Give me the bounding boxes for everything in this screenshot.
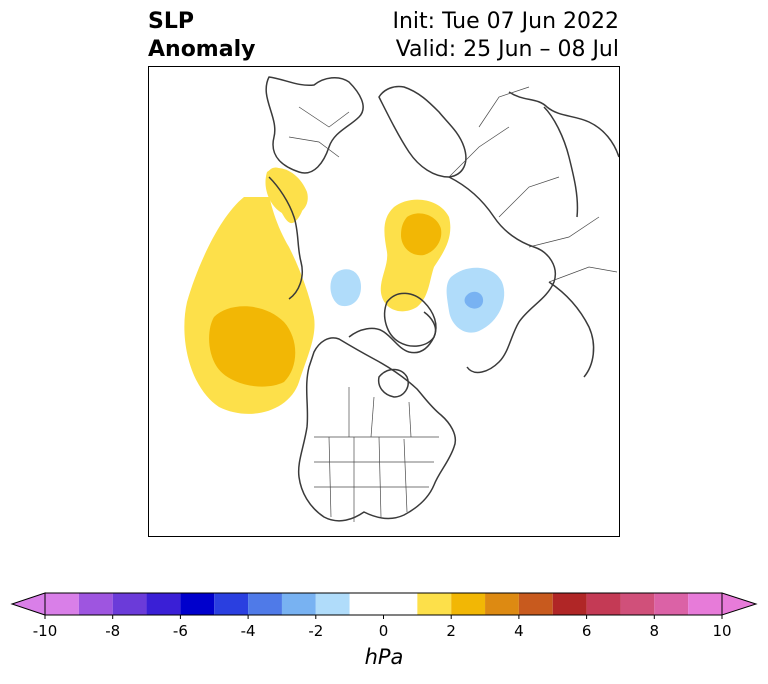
title-variable-line2: Anomaly (148, 37, 256, 62)
border-asia-2 (548, 266, 618, 283)
map-canvas (184, 76, 619, 522)
border-us-states-1 (328, 436, 332, 518)
coastlines (265, 76, 619, 522)
title-variable: SLP Anomaly (148, 8, 255, 64)
coast-alaska (268, 176, 303, 300)
border-europe-1 (298, 106, 350, 128)
colorbar-bin (315, 593, 350, 615)
coast-north-america (297, 337, 456, 522)
colorbar-bin (688, 593, 722, 615)
anomaly-siberia-neg2 (464, 291, 484, 309)
anomaly-shading (184, 167, 505, 414)
colorbar-tick-label: -4 (240, 622, 256, 640)
colorbar-extend-low (10, 592, 46, 616)
colorbar-bin (112, 593, 147, 615)
anomaly-pacific-pos2 (209, 306, 296, 387)
anomaly-barents-pos2 (401, 213, 442, 256)
colorbar-tick-label: 8 (649, 622, 660, 640)
init-date-label: Init: Tue 07 Jun 2022 (392, 9, 620, 34)
colorbar (10, 592, 758, 619)
coast-canadian-arctic (348, 311, 437, 354)
border-europe-2 (288, 136, 340, 158)
colorbar-tick-label: 0 (378, 622, 389, 640)
colorbar-ticks: -10 -8 -6 -4 -2 0 2 4 6 8 10 (0, 622, 768, 646)
anomaly-atlantic-neg1 (330, 269, 361, 307)
colorbar-bin (620, 593, 655, 615)
colorbar-bin (485, 593, 519, 615)
colorbar-bin (586, 593, 621, 615)
anomaly-alaska-pos1 (265, 168, 308, 216)
colorbar-tick-label: -2 (308, 622, 324, 640)
colorbar-bin (146, 593, 181, 615)
title-variable-line1: SLP (148, 9, 194, 34)
colorbar-units-label: hPa (364, 645, 404, 669)
coast-russia (448, 176, 556, 374)
colorbar-bin (451, 593, 486, 615)
colorbar-bin (417, 593, 452, 615)
colorbar-tick-label: 4 (514, 622, 524, 640)
valid-range-label: Valid: 25 Jun – 08 Jul (395, 37, 619, 62)
colorbar-bin (349, 593, 418, 615)
colorbar-tick-label: -8 (105, 622, 121, 640)
coast-kamchatka (543, 106, 579, 218)
border-canada-prov-2 (370, 396, 375, 438)
colorbar-bin (214, 593, 249, 615)
colorbar-tick-label: 6 (581, 622, 592, 640)
colorbar-tick-label: 10 (712, 622, 732, 640)
border-asia-3 (478, 86, 530, 128)
border-asia-1 (528, 216, 600, 248)
map-panel (148, 66, 620, 537)
title-dates: Init: Tue 07 Jun 2022 Valid: 25 Jun – 08… (393, 8, 620, 64)
colorbar-bin (552, 593, 587, 615)
colorbar-bin (654, 593, 689, 615)
colorbar-tick-label: -6 (172, 622, 188, 640)
colorbar-bin (281, 593, 316, 615)
border-russia-2 (498, 176, 560, 218)
coast-europe (265, 76, 364, 174)
colorbar-tick-label: 2 (446, 622, 456, 640)
border-us-states-4 (403, 438, 408, 513)
coast-greenland (383, 292, 437, 347)
border-canada-prov-3 (408, 401, 412, 438)
coast-scandinavia (378, 85, 467, 178)
coast-hudson-bay (377, 368, 409, 398)
coast-east-asia (548, 281, 595, 378)
political-borders (288, 86, 618, 522)
border-us-states-3 (378, 436, 382, 518)
colorbar-bin (518, 593, 553, 615)
border-russia-1 (448, 126, 510, 178)
coast-middle-east (508, 91, 619, 158)
colorbar-extend-high (721, 592, 758, 616)
colorbar-bin (45, 593, 79, 615)
colorbar-tick-label: -10 (32, 622, 58, 640)
colorbar-bin (248, 593, 282, 615)
colorbar-bin (180, 593, 215, 615)
colorbar-bin (78, 593, 113, 615)
